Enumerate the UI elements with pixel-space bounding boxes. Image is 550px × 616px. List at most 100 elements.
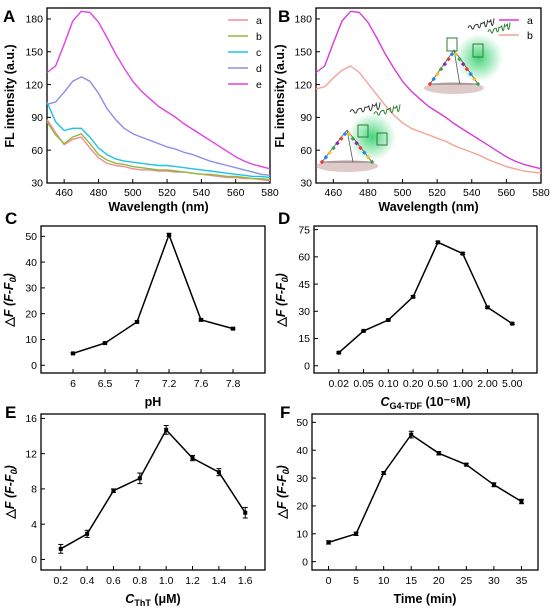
nucleotide-mark — [338, 136, 344, 141]
data-point — [164, 427, 169, 432]
y-axis-title-delta: △ — [3, 508, 17, 520]
legend-label-a: a — [256, 15, 262, 27]
plot-frame — [40, 413, 266, 571]
y-tick-label: 180 — [294, 14, 312, 26]
y-tick-label: 150 — [25, 46, 43, 58]
x-tick-label: 7.2 — [162, 378, 177, 390]
x-tick-label: 0.20 — [403, 378, 424, 390]
y-axis-title: △F (F-F0) — [274, 273, 290, 328]
data-point — [435, 240, 440, 245]
y-tick-label: 16 — [25, 413, 37, 425]
y-axis-title: △F (F-F0) — [3, 465, 19, 520]
x-tick-label: 520 — [428, 187, 446, 199]
dna-strand — [467, 18, 495, 30]
nucleotide-mark — [464, 66, 470, 72]
y-tick-label: 30 — [25, 283, 37, 295]
y-axis-title-sub: 0 — [280, 277, 290, 282]
nucleotide-mark — [365, 155, 371, 160]
x-tick-label: 30 — [488, 575, 500, 587]
dna-strand — [487, 22, 511, 34]
schematic-tetrahedron-lower — [316, 129, 378, 172]
x-axis-title: Time (min) — [394, 592, 457, 606]
y-tick-label: 75 — [298, 224, 310, 236]
glow-halo — [455, 34, 503, 82]
panel-letter-C: C — [5, 209, 17, 228]
x-tick-label: 1.2 — [185, 575, 200, 587]
x-tick-label: 560 — [498, 187, 516, 199]
x-axis-title-unit: (μM) — [151, 592, 181, 606]
series-line — [72, 232, 234, 355]
y-tick-label: 30 — [298, 306, 310, 318]
legend-label-b: b — [527, 30, 533, 42]
y-axis-title-delta: △ — [274, 316, 288, 328]
x-tick-label: 7.6 — [194, 378, 209, 390]
data-point — [485, 305, 490, 310]
series-line — [60, 428, 246, 550]
x-tick-label: 540 — [193, 187, 211, 199]
dna-tetrahedron-edge — [453, 49, 461, 85]
series-line-c — [46, 101, 271, 179]
y-tick-label: 10 — [25, 334, 37, 346]
data-point — [464, 462, 469, 467]
y-axis-title: △F (F-F0) — [2, 273, 18, 328]
data-point — [103, 341, 107, 346]
y-tick-label: 45 — [298, 279, 310, 291]
x-tick-label: 25 — [460, 575, 472, 587]
y-tick-label: 40 — [25, 257, 37, 269]
x-axis-title: CG4-TDF (10⁻⁶M) — [381, 395, 471, 411]
data-point — [436, 451, 441, 456]
x-tick-label: 1.4 — [212, 575, 227, 587]
panel-letter-D: D — [278, 209, 290, 228]
y-tick-label: 10 — [296, 528, 308, 540]
legend-label-d: d — [256, 63, 262, 75]
series-line-e — [46, 10, 271, 170]
x-tick-label: 7 — [134, 378, 140, 390]
legend-label-e: e — [256, 79, 262, 91]
x-tick-label: 6 — [70, 378, 76, 390]
series-line — [328, 433, 522, 544]
data-point — [519, 499, 524, 504]
plot-frame — [313, 225, 538, 374]
y-tick-label: 40 — [296, 445, 308, 457]
y-axis-title: FL intensity (a.u.) — [273, 44, 287, 147]
data-point — [510, 321, 515, 326]
legend-label-a: a — [527, 15, 533, 27]
y-tick-label: 15 — [298, 333, 310, 345]
y-tick-label: 0 — [304, 360, 310, 372]
data-point — [111, 488, 116, 493]
x-tick-label: 500 — [124, 187, 142, 199]
nucleotide-mark — [323, 155, 329, 160]
data-point — [71, 351, 75, 356]
x-tick-label: 0.05 — [353, 378, 374, 390]
nucleotide-mark — [472, 76, 477, 82]
g-quadruplex-icon — [472, 43, 484, 58]
x-tick-label: 10 — [378, 575, 390, 587]
x-tick-label: 0.8 — [133, 575, 148, 587]
data-point — [190, 456, 195, 461]
x-tick-label: 0.2 — [53, 575, 68, 587]
series-line-a — [46, 119, 271, 182]
x-tick-label: 540 — [463, 187, 481, 199]
data-point — [199, 317, 203, 322]
plot-frame — [46, 7, 271, 184]
panel-A: 30 60 90 120 150 180 460 480 500 520 540 560 580 abcd… — [3, 7, 279, 214]
glow-halo — [348, 113, 396, 161]
y-axis-title-sub: 0 — [9, 469, 19, 474]
panel-letter-B: B — [278, 7, 290, 26]
nucleotide-mark — [362, 150, 367, 155]
x-axis-title-main: C — [125, 592, 135, 606]
panel-F: 0 10 20 30 40 50 0 5 10 15 20 25 30 35 Time (min) △F (F… — [275, 413, 539, 606]
legend-label-b: b — [256, 31, 262, 43]
x-tick-label: 20 — [433, 575, 445, 587]
data-point — [411, 294, 416, 299]
x-axis-title: CThT (μM) — [125, 592, 180, 608]
x-tick-label: 1.6 — [238, 575, 253, 587]
data-point — [381, 471, 386, 476]
g-quadruplex-icon — [376, 132, 388, 146]
data-point — [216, 470, 221, 475]
data-point — [386, 318, 391, 323]
panel-letter-A: A — [3, 7, 15, 26]
dna-tetrahedron — [429, 49, 479, 85]
x-tick-label: 0.50 — [428, 378, 449, 390]
